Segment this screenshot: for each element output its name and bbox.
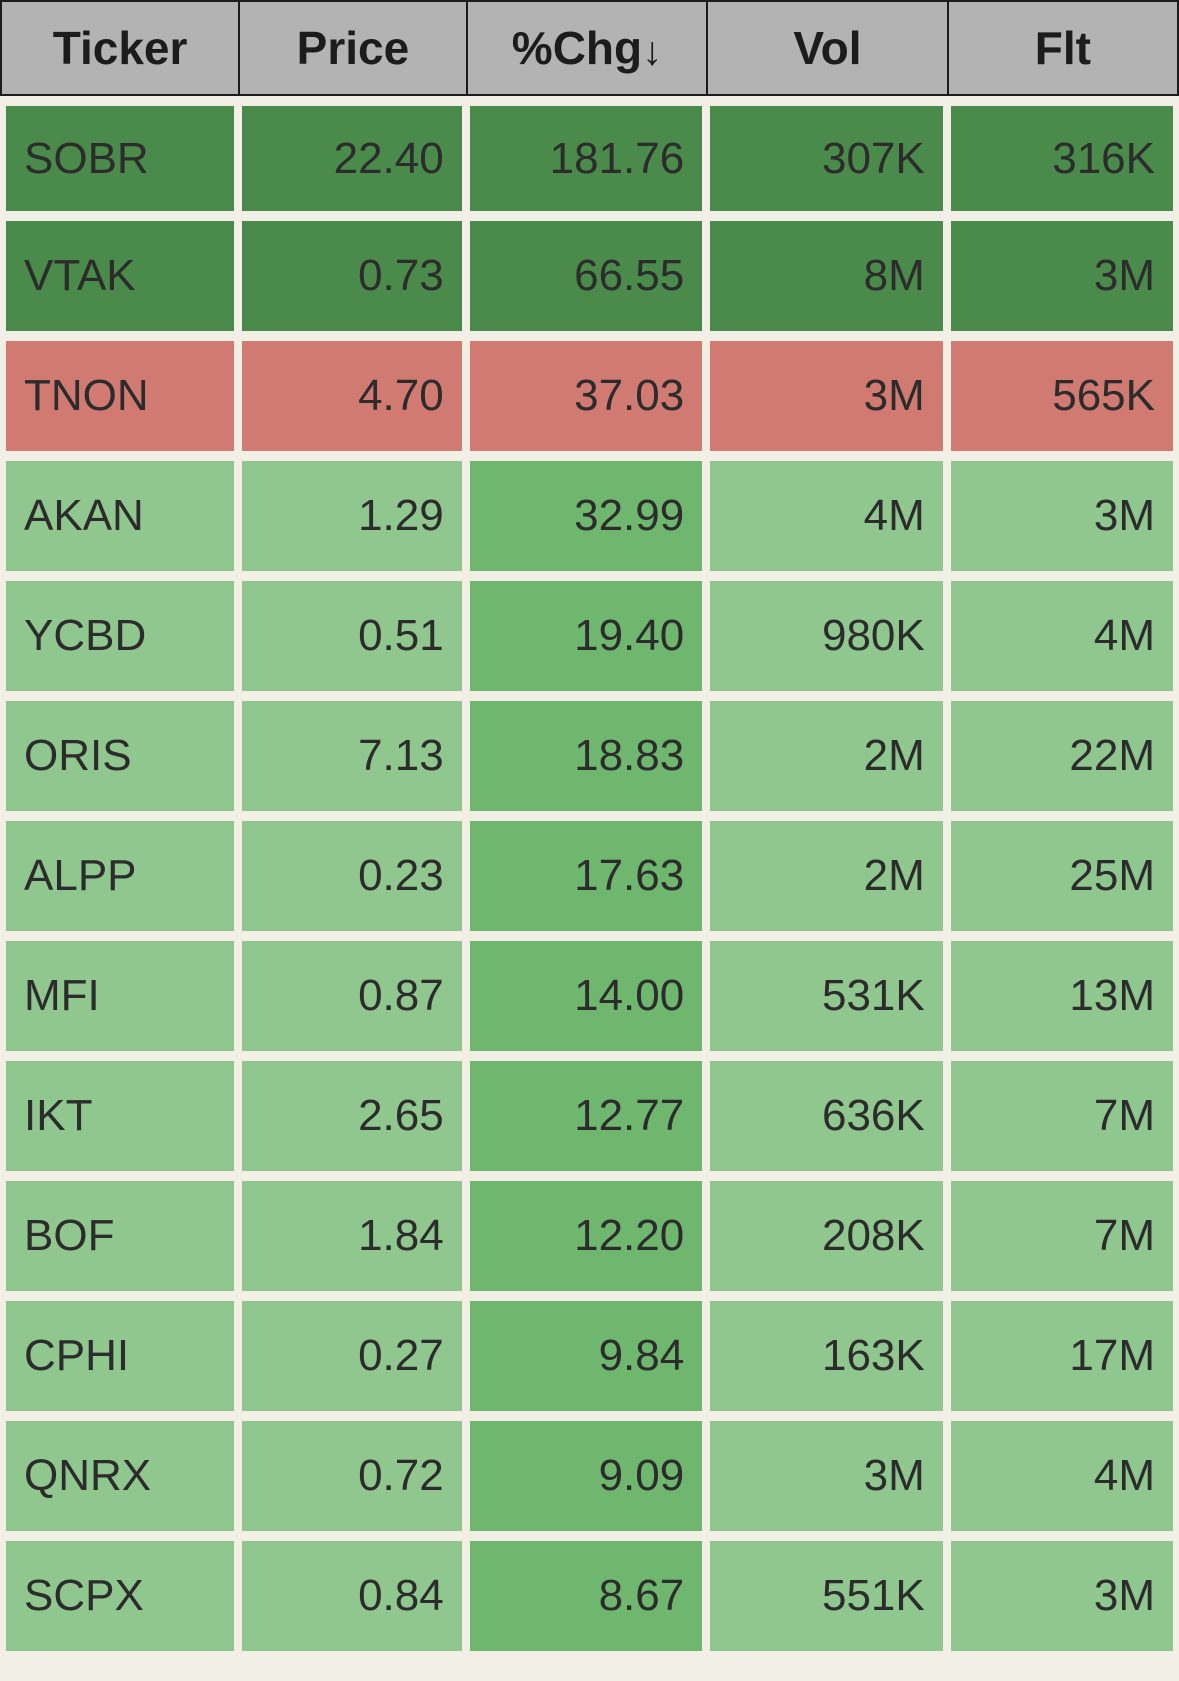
stock-screener-table: Ticker Price %Chg↓ Vol Flt SOBR22.40181.…: [0, 0, 1179, 1656]
cell-ticker: IKT: [0, 1056, 238, 1176]
cell-ticker: YCBD: [0, 576, 238, 696]
cell-flt: 316K: [947, 96, 1179, 216]
cell-chg: 12.20: [466, 1176, 707, 1296]
column-label: Price: [297, 22, 410, 74]
cell-ticker: CPHI: [0, 1296, 238, 1416]
cell-chg: 37.03: [466, 336, 707, 456]
sort-descending-icon: ↓: [642, 29, 662, 73]
column-label: Flt: [1035, 22, 1091, 74]
column-label: %Chg: [512, 22, 642, 74]
cell-ticker: MFI: [0, 936, 238, 1056]
cell-price: 0.27: [238, 1296, 466, 1416]
table-row[interactable]: VTAK0.7366.558M3M: [0, 216, 1179, 336]
cell-chg: 12.77: [466, 1056, 707, 1176]
column-header-price[interactable]: Price: [238, 0, 466, 96]
cell-vol: 2M: [706, 696, 947, 816]
table-row[interactable]: IKT2.6512.77636K7M: [0, 1056, 1179, 1176]
cell-flt: 3M: [947, 456, 1179, 576]
cell-price: 1.29: [238, 456, 466, 576]
cell-flt: 13M: [947, 936, 1179, 1056]
cell-price: 1.84: [238, 1176, 466, 1296]
cell-chg: 14.00: [466, 936, 707, 1056]
cell-vol: 531K: [706, 936, 947, 1056]
cell-flt: 22M: [947, 696, 1179, 816]
column-label: Vol: [793, 22, 861, 74]
cell-chg: 181.76: [466, 96, 707, 216]
cell-vol: 208K: [706, 1176, 947, 1296]
cell-vol: 3M: [706, 336, 947, 456]
cell-ticker: ORIS: [0, 696, 238, 816]
cell-flt: 17M: [947, 1296, 1179, 1416]
table-row[interactable]: TNON4.7037.033M565K: [0, 336, 1179, 456]
table-row[interactable]: CPHI0.279.84163K17M: [0, 1296, 1179, 1416]
cell-chg: 17.63: [466, 816, 707, 936]
cell-chg: 9.09: [466, 1416, 707, 1536]
cell-price: 0.84: [238, 1536, 466, 1656]
table-row[interactable]: ALPP0.2317.632M25M: [0, 816, 1179, 936]
cell-flt: 25M: [947, 816, 1179, 936]
cell-flt: 7M: [947, 1176, 1179, 1296]
cell-flt: 7M: [947, 1056, 1179, 1176]
cell-vol: 636K: [706, 1056, 947, 1176]
cell-ticker: TNON: [0, 336, 238, 456]
table-row[interactable]: BOF1.8412.20208K7M: [0, 1176, 1179, 1296]
cell-vol: 551K: [706, 1536, 947, 1656]
cell-chg: 18.83: [466, 696, 707, 816]
table-row[interactable]: QNRX0.729.093M4M: [0, 1416, 1179, 1536]
cell-flt: 3M: [947, 216, 1179, 336]
cell-vol: 4M: [706, 456, 947, 576]
cell-price: 0.51: [238, 576, 466, 696]
cell-chg: 8.67: [466, 1536, 707, 1656]
cell-chg: 19.40: [466, 576, 707, 696]
cell-vol: 3M: [706, 1416, 947, 1536]
cell-ticker: ALPP: [0, 816, 238, 936]
table-row[interactable]: ORIS7.1318.832M22M: [0, 696, 1179, 816]
cell-price: 7.13: [238, 696, 466, 816]
cell-price: 2.65: [238, 1056, 466, 1176]
cell-price: 0.72: [238, 1416, 466, 1536]
cell-flt: 3M: [947, 1536, 1179, 1656]
cell-ticker: QNRX: [0, 1416, 238, 1536]
cell-vol: 8M: [706, 216, 947, 336]
column-header-ticker[interactable]: Ticker: [0, 0, 238, 96]
cell-chg: 9.84: [466, 1296, 707, 1416]
cell-price: 0.73: [238, 216, 466, 336]
cell-chg: 66.55: [466, 216, 707, 336]
cell-price: 0.23: [238, 816, 466, 936]
cell-vol: 307K: [706, 96, 947, 216]
table-row[interactable]: MFI0.8714.00531K13M: [0, 936, 1179, 1056]
cell-flt: 565K: [947, 336, 1179, 456]
cell-ticker: AKAN: [0, 456, 238, 576]
cell-price: 4.70: [238, 336, 466, 456]
table-row[interactable]: YCBD0.5119.40980K4M: [0, 576, 1179, 696]
cell-ticker: SCPX: [0, 1536, 238, 1656]
table-body: SOBR22.40181.76307K316KVTAK0.7366.558M3M…: [0, 96, 1179, 1656]
table-row[interactable]: SCPX0.848.67551K3M: [0, 1536, 1179, 1656]
cell-chg: 32.99: [466, 456, 707, 576]
table-header: Ticker Price %Chg↓ Vol Flt: [0, 0, 1179, 96]
cell-vol: 2M: [706, 816, 947, 936]
cell-vol: 980K: [706, 576, 947, 696]
cell-price: 0.87: [238, 936, 466, 1056]
cell-ticker: SOBR: [0, 96, 238, 216]
cell-price: 22.40: [238, 96, 466, 216]
cell-vol: 163K: [706, 1296, 947, 1416]
table-row[interactable]: AKAN1.2932.994M3M: [0, 456, 1179, 576]
cell-ticker: VTAK: [0, 216, 238, 336]
cell-flt: 4M: [947, 1416, 1179, 1536]
cell-flt: 4M: [947, 576, 1179, 696]
column-header-flt[interactable]: Flt: [947, 0, 1179, 96]
table-row[interactable]: SOBR22.40181.76307K316K: [0, 96, 1179, 216]
column-header-vol[interactable]: Vol: [706, 0, 947, 96]
cell-ticker: BOF: [0, 1176, 238, 1296]
column-label: Ticker: [53, 22, 188, 74]
column-header-chg[interactable]: %Chg↓: [466, 0, 707, 96]
